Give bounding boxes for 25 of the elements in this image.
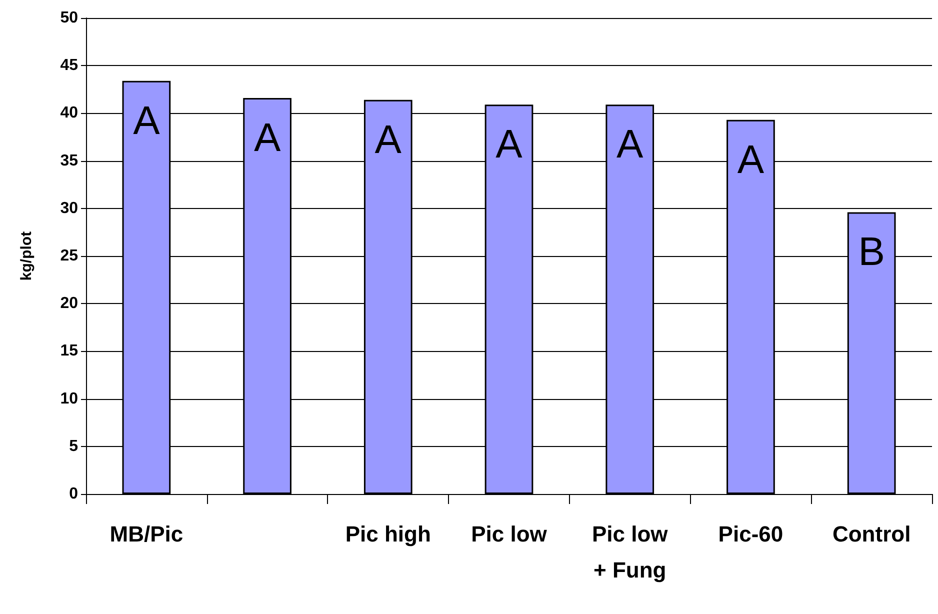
y-tick-label: 30	[60, 200, 78, 217]
x-tick-label: Pic low + Fung	[592, 522, 669, 582]
y-tick-label: 50	[60, 10, 78, 26]
data-label: A	[496, 122, 523, 167]
y-tick-label: 10	[60, 390, 78, 408]
y-tick-label: 0	[69, 486, 78, 502]
data-label: A	[616, 122, 644, 167]
y-tick-label: 15	[60, 342, 78, 360]
y-tick-label: 25	[60, 248, 78, 264]
y-tick-label: 45	[60, 57, 78, 74]
y-tick-label: 35	[60, 152, 78, 170]
y-tick-label: 40	[60, 104, 78, 122]
data-label: A	[133, 98, 160, 143]
data-label: A	[737, 138, 764, 182]
x-tick-label: Control	[832, 522, 911, 546]
y-axis-title: kg/plot	[18, 231, 35, 281]
data-label: A	[254, 116, 281, 160]
x-tick-label: Pic high	[345, 522, 431, 546]
x-tick-label: MB/Pic	[110, 522, 184, 546]
y-tick-label: 20	[60, 295, 78, 312]
x-tick-label: Pic-60	[718, 522, 784, 546]
x-tick-label: Pic low	[471, 522, 548, 546]
data-label: A	[374, 118, 402, 162]
y-tick-label: 5	[69, 438, 78, 455]
data-label: B	[858, 230, 885, 274]
